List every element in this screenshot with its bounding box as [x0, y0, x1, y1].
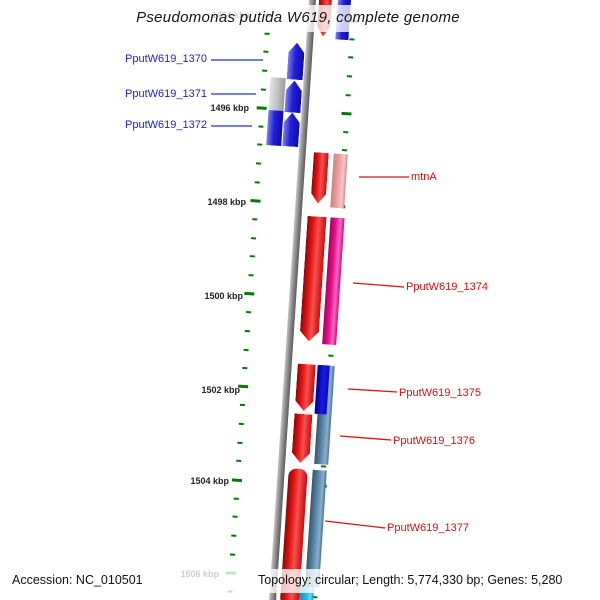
minor-tick: [233, 497, 239, 500]
tick-label-1498: 1498 kbp: [207, 197, 246, 207]
title-band: [0, 5, 600, 32]
major-tick: [341, 111, 352, 116]
minor-tick: [256, 143, 262, 147]
minor-tick: [235, 459, 241, 463]
minor-tick: [257, 125, 263, 128]
gene-glyph-blue-outer[interactable]: [266, 110, 284, 146]
gene-glyph-magenta[interactable]: [322, 217, 345, 346]
minor-tick: [347, 56, 353, 59]
minor-tick: [262, 50, 268, 54]
gene-glyph-pputw619-1376[interactable]: [291, 413, 312, 463]
minor-tick: [229, 552, 235, 556]
gene-label-pputw619-1375[interactable]: PputW619_1375: [399, 387, 481, 399]
gene-label-pputw619-1370[interactable]: PputW619_1370: [125, 53, 207, 65]
minor-tick: [320, 465, 326, 468]
tick-label-1496: 1496 kbp: [210, 103, 249, 113]
minor-tick: [247, 273, 254, 277]
minor-tick: [239, 404, 245, 407]
major-tick: [250, 198, 261, 203]
major-tick: [244, 291, 255, 296]
minor-tick: [236, 441, 242, 444]
minor-tick: [241, 366, 247, 370]
gene-glyph-grey[interactable]: [268, 77, 286, 112]
gene-glyph-red-1375[interactable]: [295, 364, 316, 412]
topology-text: Topology: circular; Length: 5,774,330 bp…: [258, 573, 563, 587]
tick-label-1504: 1504 kbp: [190, 476, 229, 486]
minor-tick: [327, 354, 333, 357]
minor-tick: [244, 329, 250, 333]
page-title: Pseudomonas putida W619, complete genome: [136, 9, 460, 26]
gene-label-pputw619-1372[interactable]: PputW619_1372: [125, 119, 207, 131]
minor-tick: [342, 130, 348, 134]
accession-text: Accession: NC_010501: [12, 573, 143, 587]
minor-tick: [231, 515, 238, 519]
gene-glyph-salmon[interactable]: [330, 153, 348, 209]
major-tick: [256, 105, 267, 110]
leader-line-pputw619-1376: [339, 435, 392, 441]
gene-glyph-pputw619-1371[interactable]: [284, 80, 302, 113]
gene-glyph-pputw619-1370[interactable]: [287, 42, 305, 80]
gene-label-pputw619-1376[interactable]: PputW619_1376: [393, 435, 475, 447]
gene-label-mtnA[interactable]: mtnA: [411, 171, 437, 183]
minor-tick: [346, 75, 352, 78]
minor-tick: [245, 311, 251, 314]
leader-line-pputw619-1375: [347, 388, 398, 393]
gene-glyph-pputw619-1372[interactable]: [282, 112, 300, 147]
minor-tick: [264, 32, 270, 35]
minor-tick: [261, 69, 267, 72]
minor-tick: [243, 348, 249, 351]
tick-label-1500: 1500 kbp: [204, 291, 243, 301]
minor-tick: [251, 218, 257, 221]
minor-tick: [230, 534, 236, 537]
gene-label-pputw619-1374[interactable]: PputW619_1374: [406, 281, 488, 293]
minor-tick: [250, 236, 256, 240]
minor-tick: [260, 87, 266, 91]
footer-band: [0, 569, 600, 593]
leader-line-pputw619-1374: [352, 282, 405, 288]
minor-tick: [345, 93, 351, 96]
minor-tick: [255, 162, 261, 165]
gene-glyph-mtnA[interactable]: [310, 152, 328, 204]
minor-tick: [254, 180, 260, 184]
major-tick: [231, 477, 243, 482]
tick-label-1502: 1502 kbp: [201, 385, 240, 395]
minor-tick: [348, 37, 354, 41]
gene-label-pputw619-1377[interactable]: PputW619_1377: [387, 522, 469, 534]
minor-tick: [238, 422, 244, 426]
gene-glyph-pputw619-1374[interactable]: [299, 216, 326, 342]
gene-label-pputw619-1371[interactable]: PputW619_1371: [125, 88, 207, 100]
minor-tick: [341, 149, 347, 152]
minor-tick: [249, 255, 255, 258]
